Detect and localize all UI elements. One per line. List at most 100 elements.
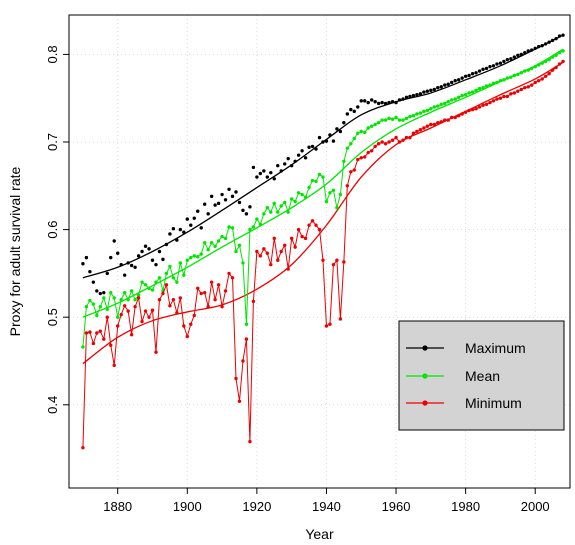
point-maximum-2001 bbox=[536, 44, 541, 49]
point-mean-1935 bbox=[307, 185, 311, 190]
point-minimum-1916 bbox=[241, 359, 245, 363]
point-minimum-1891 bbox=[154, 350, 158, 354]
point-maximum-1960 bbox=[394, 100, 398, 105]
point-maximum-1923 bbox=[265, 175, 270, 179]
point-mean-1879 bbox=[112, 296, 116, 300]
point-mean-1934 bbox=[303, 195, 308, 199]
point-mean-1877 bbox=[105, 307, 109, 312]
point-maximum-1872 bbox=[88, 269, 92, 274]
point-mean-1871 bbox=[84, 304, 89, 309]
point-maximum-1883 bbox=[126, 261, 130, 265]
point-mean-1965 bbox=[411, 114, 416, 118]
point-minimum-1875 bbox=[98, 329, 103, 333]
point-maximum-1896 bbox=[171, 227, 176, 231]
point-maximum-1973 bbox=[439, 85, 443, 89]
series-maximum bbox=[81, 33, 565, 296]
point-minimum-1905 bbox=[202, 290, 207, 295]
point-mean-1930 bbox=[289, 197, 294, 201]
point-mean-1963 bbox=[404, 116, 409, 121]
point-mean-1958 bbox=[387, 116, 391, 121]
point-maximum-1949 bbox=[356, 105, 360, 109]
point-minimum-1902 bbox=[192, 313, 196, 318]
point-minimum-1971 bbox=[432, 122, 437, 127]
point-maximum-1893 bbox=[161, 257, 165, 262]
point-minimum-1958 bbox=[387, 140, 391, 144]
legend-marker-minimum bbox=[422, 400, 428, 406]
point-mean-1897 bbox=[175, 280, 179, 284]
point-maximum-1956 bbox=[380, 100, 384, 105]
series-minimum bbox=[81, 59, 565, 450]
point-mean-1890 bbox=[150, 288, 155, 292]
point-maximum-1945 bbox=[342, 121, 346, 125]
point-maximum-1995 bbox=[516, 53, 520, 57]
point-mean-1889 bbox=[147, 286, 151, 290]
point-mean-1891 bbox=[154, 280, 158, 284]
point-mean-1985 bbox=[481, 86, 485, 90]
point-mean-1885 bbox=[133, 297, 137, 302]
point-minimum-1946 bbox=[345, 184, 350, 188]
point-minimum-1899 bbox=[182, 324, 186, 328]
point-mean-1970 bbox=[429, 107, 433, 111]
point-maximum-1929 bbox=[286, 156, 290, 161]
y-tick-label-0.4: 0.4 bbox=[45, 396, 60, 414]
point-mean-1964 bbox=[408, 114, 412, 119]
point-maximum-1951 bbox=[363, 99, 367, 103]
point-maximum-1979 bbox=[460, 76, 464, 80]
point-mean-1992 bbox=[505, 76, 510, 80]
point-maximum-1937 bbox=[314, 147, 318, 151]
plot-frame bbox=[68, 14, 571, 489]
point-maximum-1955 bbox=[376, 101, 381, 106]
point-mean-1950 bbox=[359, 129, 363, 134]
point-maximum-2007 bbox=[557, 34, 562, 38]
point-minimum-1882 bbox=[122, 304, 127, 308]
point-maximum-1934 bbox=[303, 156, 308, 160]
point-maximum-2006 bbox=[554, 36, 558, 41]
point-minimum-1876 bbox=[102, 337, 106, 341]
point-maximum-1904 bbox=[199, 226, 203, 230]
point-mean-2004 bbox=[547, 57, 551, 62]
point-maximum-1891 bbox=[154, 262, 158, 267]
point-mean-1875 bbox=[98, 304, 103, 309]
point-minimum-1968 bbox=[422, 126, 426, 130]
point-mean-1997 bbox=[523, 69, 527, 73]
point-minimum-2008 bbox=[561, 59, 565, 64]
point-maximum-1931 bbox=[293, 159, 297, 163]
point-minimum-1930 bbox=[289, 236, 294, 241]
trend-line-minimum bbox=[82, 61, 564, 365]
point-maximum-1984 bbox=[477, 69, 482, 73]
point-mean-1925 bbox=[272, 201, 276, 206]
point-minimum-1981 bbox=[467, 108, 471, 113]
point-minimum-1977 bbox=[453, 115, 457, 120]
point-minimum-1880 bbox=[116, 324, 120, 328]
point-maximum-1946 bbox=[345, 112, 350, 116]
point-maximum-1974 bbox=[443, 83, 447, 87]
point-minimum-1944 bbox=[338, 317, 343, 321]
point-mean-1991 bbox=[502, 78, 506, 82]
point-mean-1918 bbox=[248, 227, 252, 232]
trend-line-maximum bbox=[82, 34, 564, 279]
point-minimum-1911 bbox=[223, 289, 228, 293]
point-mean-1951 bbox=[363, 130, 367, 135]
point-mean-2005 bbox=[550, 55, 555, 59]
legend-label-mean: Mean bbox=[465, 368, 500, 384]
point-minimum-1942 bbox=[331, 262, 336, 267]
point-mean-2003 bbox=[543, 59, 548, 64]
point-maximum-1981 bbox=[467, 73, 471, 78]
point-mean-1939 bbox=[321, 175, 325, 179]
point-maximum-1921 bbox=[258, 171, 263, 176]
point-mean-2000 bbox=[533, 64, 537, 69]
point-mean-1937 bbox=[314, 179, 318, 184]
point-mean-1892 bbox=[157, 276, 162, 280]
point-minimum-1961 bbox=[397, 140, 402, 144]
point-maximum-1998 bbox=[526, 49, 530, 53]
point-minimum-1923 bbox=[265, 251, 270, 255]
point-minimum-1941 bbox=[328, 322, 332, 326]
x-tick-label-1900: 1900 bbox=[173, 499, 202, 514]
point-mean-1882 bbox=[122, 290, 127, 295]
point-mean-1905 bbox=[202, 241, 207, 245]
point-minimum-1957 bbox=[383, 142, 388, 146]
point-maximum-1987 bbox=[488, 64, 492, 69]
point-mean-1908 bbox=[213, 244, 217, 248]
legend-entry-mean: Mean bbox=[406, 368, 500, 384]
x-tick-label-1960: 1960 bbox=[382, 499, 411, 514]
